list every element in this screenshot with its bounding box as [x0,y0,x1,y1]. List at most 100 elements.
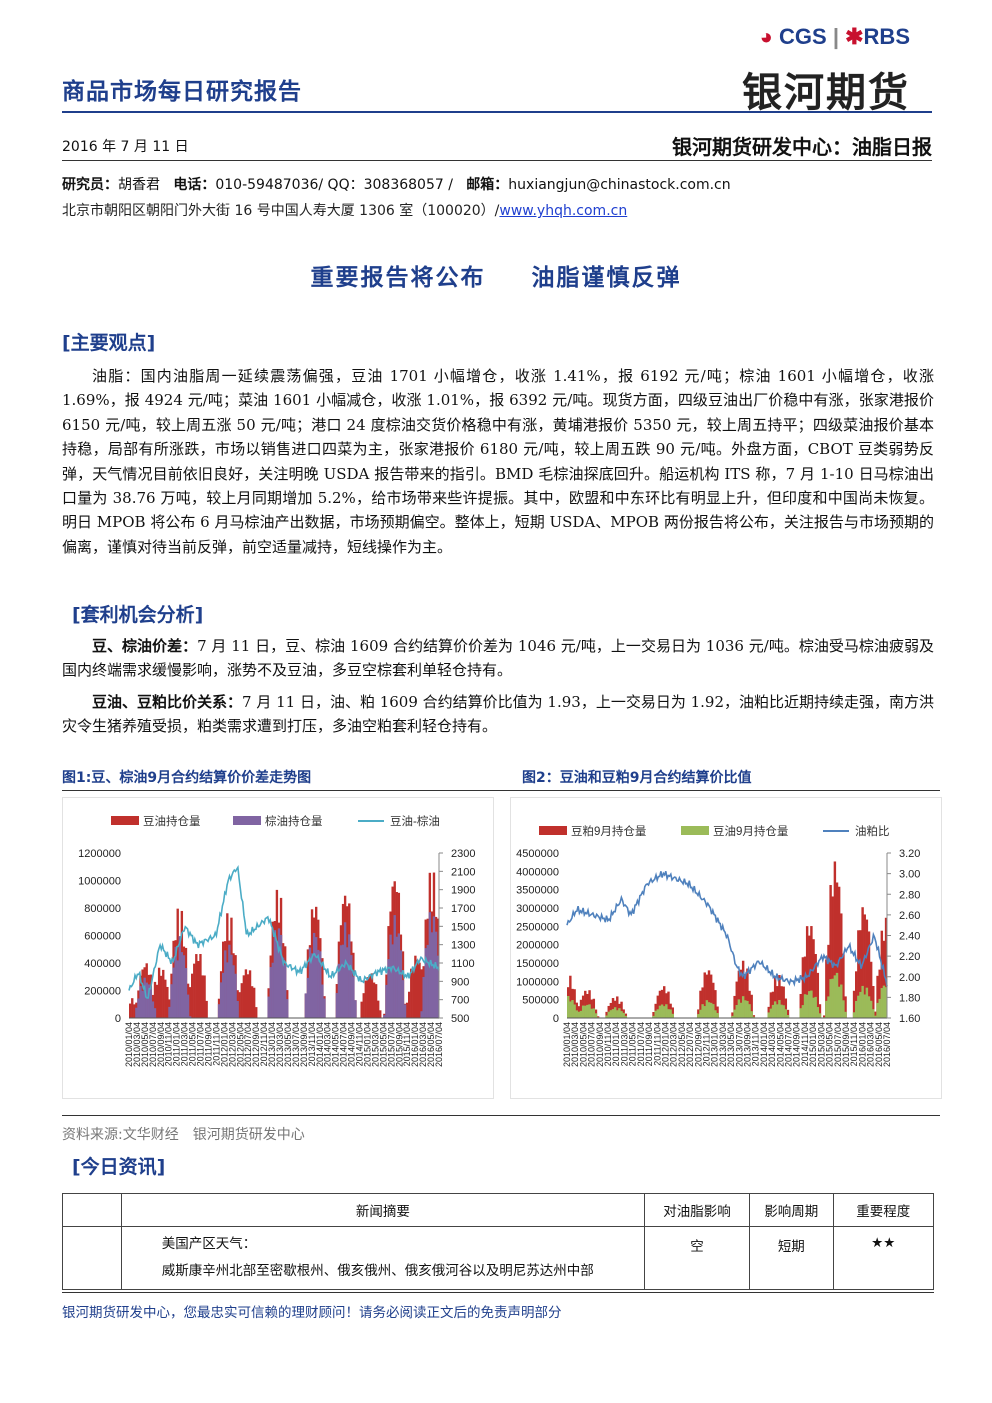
y-right-tick-label: 2.20 [899,951,920,963]
x-tick-label: 2015/05/04 [378,1022,388,1067]
x-tick-label: 2015/11/04 [402,1022,412,1066]
bar-series-2 [277,928,281,1018]
x-tick-label: 2016/03/04 [418,1022,428,1067]
bar-series-1 [584,990,587,1018]
bar-series-2 [151,1001,155,1018]
bar-series-1 [872,986,875,1018]
bar-series-2 [321,984,324,1018]
x-tick-label: 2011/05/04 [628,1022,638,1066]
x-tick-label: 2014/11/04 [355,1022,365,1066]
bar-series-1 [164,979,167,1018]
x-tick-label: 2011/03/04 [619,1022,629,1066]
bar-series-1 [801,957,805,1018]
y-right-tick-label: 2300 [451,848,475,860]
bar-series-2 [337,963,341,1018]
x-tick-label: 2016/07/04 [882,1022,892,1067]
bar-series-2 [801,1005,805,1018]
bar-series-2 [752,1016,756,1018]
bar-series-1 [240,983,243,1018]
bar-series-1 [660,989,664,1018]
line-series [566,871,888,987]
bar-series-2 [697,1014,700,1018]
bar-series-2 [275,940,279,1018]
report-headline: 重要报告将公布 油脂谨慎反弹 [310,265,682,291]
y-left-tick-label: 400000 [84,958,121,970]
bar-series-2 [387,959,390,1018]
bar-series-1 [741,960,745,1018]
x-tick-label: 2012/05/04 [235,1022,245,1067]
bar-series-1 [746,968,749,1018]
x-tick-label: 2015/07/04 [386,1022,396,1067]
bar-series-2 [273,930,277,1018]
bar-series-1 [857,930,860,1018]
arbitrage-paragraph-2: 豆油、豆粕比价关系：7 月 11 日，油、粕 1609 合约结算价比值为 1.9… [62,693,934,736]
bar-series-1 [786,1009,790,1018]
bar-series-1 [611,998,615,1018]
bar-series-2 [401,980,405,1018]
bar-series-1 [410,968,413,1018]
bar-series-2 [430,932,434,1018]
bar-series-2 [808,991,811,1018]
x-tick-label: 2010/05/04 [578,1022,588,1067]
bar-series-1 [709,974,713,1018]
bar-series-1 [701,987,704,1018]
bar-series-2 [705,1000,709,1018]
bar-series-2 [701,1004,704,1018]
bar-series-2 [217,1004,221,1018]
website-link[interactable]: www.yhqh.com.cn [499,203,628,219]
bar-series-1 [844,996,847,1018]
bar-series-1 [575,1002,578,1018]
bar-series-2 [869,1000,873,1018]
bar-series-1 [750,994,753,1018]
bar-series-1 [671,1007,674,1018]
x-tick-label: 2010/07/04 [587,1022,597,1067]
bar-series-2 [737,999,741,1018]
bar-series-2 [771,1004,775,1018]
bar-series-1 [656,995,660,1018]
news-row-index [62,1226,122,1290]
bar-series-2 [346,947,349,1018]
bar-series-2 [744,1000,747,1018]
bar-series-2 [350,955,353,1018]
bar-series-1 [799,993,802,1018]
legend-swatch [539,826,567,835]
bar-series-2 [778,999,781,1018]
x-tick-label: 2015/07/04 [833,1022,843,1067]
bar-series-2 [224,950,227,1018]
bar-series-1 [166,986,169,1018]
bar-series-2 [624,1015,628,1018]
bar-series-2 [878,998,881,1018]
figure-bottom-rule [62,1115,940,1116]
bar-series-2 [385,984,388,1018]
bar-series-1 [818,1004,822,1018]
bar-series-2 [590,1008,593,1018]
bar-series-1 [731,1012,734,1018]
bar-series-1 [733,995,736,1018]
y-right-tick-label: 2.40 [899,931,920,943]
x-tick-label: 2013/03/04 [275,1022,285,1067]
news-table: 新闻摘要 对油脂影响 影响周期 重要程度 美国产区天气： 威斯康辛州北部至密歇根… [62,1193,935,1290]
bar-series-2 [575,1010,578,1018]
x-tick-label: 2012/11/04 [259,1022,269,1066]
x-tick-label: 2012/05/04 [677,1022,687,1067]
x-tick-label: 2013/07/04 [734,1022,744,1067]
bar-series-1 [588,990,591,1018]
bar-series-2 [584,1005,587,1018]
y-right-tick-label: 1.60 [899,1013,920,1025]
x-tick-label: 2015/03/04 [370,1022,380,1067]
bar-series-2 [803,994,807,1018]
legend-swatch [111,816,139,825]
bar-series-1 [368,974,372,1018]
bar-series-1 [420,969,423,1018]
bar-series-2 [731,1015,734,1018]
bar-series-2 [310,953,314,1018]
bar-series-1 [157,967,161,1018]
y-left-tick-label: 2000000 [516,940,559,952]
bar-series-1 [416,959,419,1018]
bar-series-2 [748,1004,751,1018]
bar-series-1 [829,885,832,1018]
bar-series-1 [129,1003,132,1018]
bar-series-2 [714,1010,717,1018]
bar-series-1 [244,969,248,1018]
legend-label: 油粕比 [855,824,890,838]
